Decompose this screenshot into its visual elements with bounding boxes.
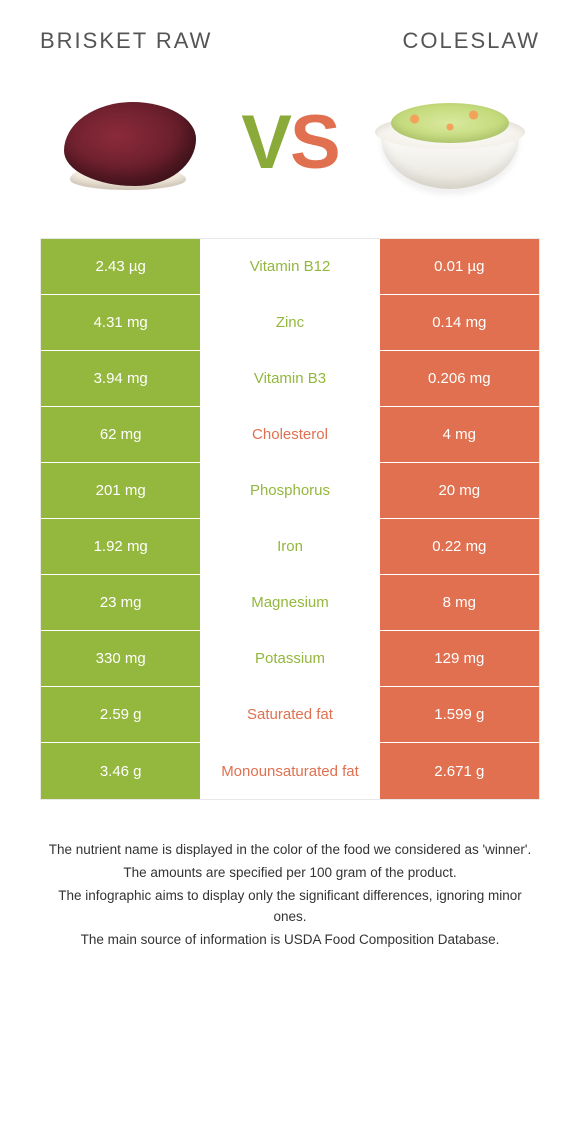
nutrient-name-cell: Magnesium (200, 575, 379, 630)
vs-label: VS (241, 99, 338, 186)
table-row: 3.94 mgVitamin B30.206 mg (41, 351, 539, 407)
table-row: 1.92 mgIron0.22 mg (41, 519, 539, 575)
table-row: 3.46 gMonounsaturated fat2.671 g (41, 743, 539, 799)
right-value-cell: 0.14 mg (380, 295, 539, 350)
footnotes: The nutrient name is displayed in the co… (40, 840, 540, 951)
nutrient-name-cell: Zinc (200, 295, 379, 350)
right-value-cell: 20 mg (380, 463, 539, 518)
hero-row: VS (40, 72, 540, 238)
left-food-image (50, 72, 210, 212)
right-value-cell: 0.22 mg (380, 519, 539, 574)
right-value-cell: 0.206 mg (380, 351, 539, 406)
coleslaw-icon (375, 87, 525, 197)
brisket-icon (60, 92, 200, 192)
table-row: 201 mgPhosphorus20 mg (41, 463, 539, 519)
footnote-line: The infographic aims to display only the… (44, 886, 536, 928)
table-row: 62 mgCholesterol4 mg (41, 407, 539, 463)
vs-s-letter: S (290, 100, 339, 185)
left-value-cell: 3.46 g (41, 743, 200, 799)
left-value-cell: 201 mg (41, 463, 200, 518)
right-value-cell: 129 mg (380, 631, 539, 686)
left-value-cell: 4.31 mg (41, 295, 200, 350)
nutrient-comparison-table: 2.43 µgVitamin B120.01 µg4.31 mgZinc0.14… (40, 238, 540, 800)
nutrient-name-cell: Iron (200, 519, 379, 574)
footnote-line: The main source of information is USDA F… (44, 930, 536, 951)
right-value-cell: 0.01 µg (380, 239, 539, 294)
titles-row: Brisket raw Coleslaw (40, 28, 540, 54)
right-food-image (370, 72, 530, 212)
left-value-cell: 330 mg (41, 631, 200, 686)
vs-v-letter: V (241, 100, 290, 185)
nutrient-name-cell: Vitamin B12 (200, 239, 379, 294)
right-value-cell: 1.599 g (380, 687, 539, 742)
table-row: 330 mgPotassium129 mg (41, 631, 539, 687)
table-row: 23 mgMagnesium8 mg (41, 575, 539, 631)
right-food-title: Coleslaw (403, 28, 540, 54)
footnote-line: The nutrient name is displayed in the co… (44, 840, 536, 861)
left-value-cell: 2.59 g (41, 687, 200, 742)
right-value-cell: 4 mg (380, 407, 539, 462)
table-row: 2.43 µgVitamin B120.01 µg (41, 239, 539, 295)
right-value-cell: 2.671 g (380, 743, 539, 799)
nutrient-name-cell: Monounsaturated fat (200, 743, 379, 799)
left-value-cell: 2.43 µg (41, 239, 200, 294)
left-value-cell: 1.92 mg (41, 519, 200, 574)
nutrient-name-cell: Phosphorus (200, 463, 379, 518)
left-value-cell: 62 mg (41, 407, 200, 462)
nutrient-name-cell: Cholesterol (200, 407, 379, 462)
table-row: 2.59 gSaturated fat1.599 g (41, 687, 539, 743)
nutrient-name-cell: Potassium (200, 631, 379, 686)
right-value-cell: 8 mg (380, 575, 539, 630)
nutrient-name-cell: Saturated fat (200, 687, 379, 742)
left-food-title: Brisket raw (40, 28, 212, 54)
left-value-cell: 3.94 mg (41, 351, 200, 406)
left-value-cell: 23 mg (41, 575, 200, 630)
nutrient-name-cell: Vitamin B3 (200, 351, 379, 406)
footnote-line: The amounts are specified per 100 gram o… (44, 863, 536, 884)
table-row: 4.31 mgZinc0.14 mg (41, 295, 539, 351)
